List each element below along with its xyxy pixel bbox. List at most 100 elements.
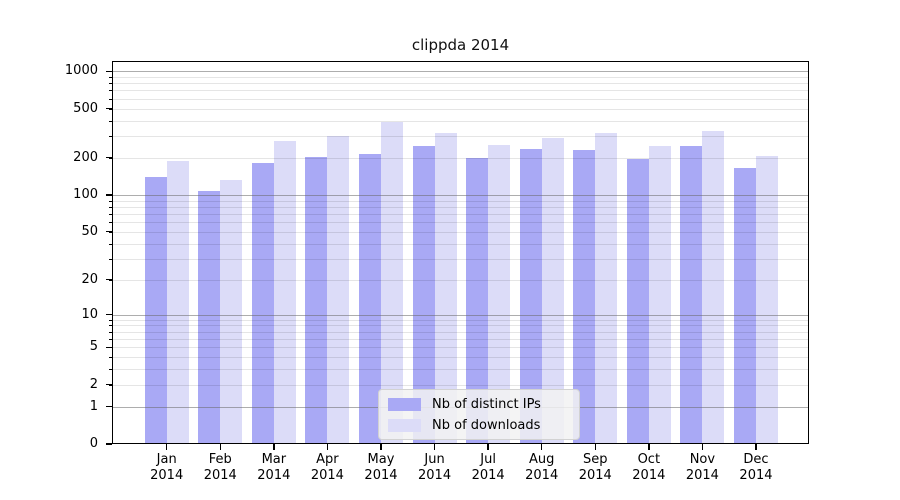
- bar-ips-nov: [680, 146, 703, 444]
- x-tick-label: 2014: [525, 468, 559, 483]
- y-minor-tick-mark: [108, 279, 112, 281]
- bar-downloads-jan: [166, 160, 189, 444]
- gridline-20: [112, 279, 809, 281]
- y-minor-tick-mark: [108, 214, 112, 215]
- gridline-10: [112, 314, 809, 316]
- bar-ips-oct: [626, 159, 649, 444]
- y-minor-tick-mark: [108, 319, 112, 321]
- x-tick-mark: [755, 444, 757, 450]
- bar-downloads-jun: [434, 132, 457, 444]
- gridline-100: [112, 195, 809, 196]
- bar-ips-sep: [573, 150, 596, 444]
- bar-ips-jan: [144, 176, 167, 444]
- y-minor-tick-mark: [108, 120, 112, 122]
- x-tick-label: Jan: [156, 452, 177, 467]
- legend-item-downloads: Nb of downloads: [388, 416, 570, 434]
- y-tick-mark: [105, 107, 112, 110]
- x-tick-label: Dec: [743, 452, 769, 467]
- y-tick-label-1000: 1000: [64, 63, 98, 79]
- gridline-70: [112, 214, 809, 215]
- bar-downloads-mar: [273, 141, 296, 444]
- y-minor-tick-mark: [108, 108, 112, 110]
- chart-title: clippda 2014: [411, 36, 510, 54]
- y-minor-tick-mark: [108, 90, 112, 92]
- y-minor-tick-mark: [108, 243, 112, 245]
- bar-downloads-aug: [541, 137, 564, 444]
- y-tick-label-0: 0: [89, 436, 98, 451]
- x-tick-mark: [487, 444, 489, 450]
- bar-downloads-may: [380, 121, 403, 444]
- gridline-300: [112, 136, 809, 137]
- gridline-50: [112, 231, 809, 233]
- gridline-900: [112, 76, 809, 78]
- y-tick-label-200: 200: [73, 149, 98, 165]
- gridline-2: [112, 384, 809, 386]
- x-tick-label: Nov: [689, 452, 716, 467]
- x-tick-label: 2014: [578, 468, 612, 483]
- y-minor-tick-mark: [108, 76, 112, 78]
- y-tick-label-2: 2: [89, 376, 98, 392]
- x-tick-mark: [273, 444, 275, 450]
- y-minor-tick-mark: [108, 157, 112, 159]
- x-tick-mark: [326, 444, 329, 450]
- x-tick-label: 2014: [685, 468, 719, 483]
- gridline-80: [112, 206, 809, 208]
- x-tick-label: May: [367, 452, 395, 467]
- y-minor-tick-mark: [108, 357, 112, 359]
- bar-ips-dec: [733, 167, 756, 444]
- x-tick-label: Feb: [208, 452, 232, 467]
- bar-ips-aug: [519, 149, 542, 444]
- x-tick-mark: [701, 444, 704, 450]
- y-minor-tick-mark: [108, 200, 112, 202]
- y-minor-tick-mark: [108, 339, 112, 340]
- legend-swatch-downloads-icon: [388, 418, 421, 432]
- y-minor-tick-mark: [108, 98, 112, 100]
- bar-downloads-sep: [595, 133, 618, 444]
- gridline-9: [112, 319, 809, 321]
- y-minor-tick-mark: [108, 258, 112, 260]
- x-tick-label: Oct: [637, 452, 661, 467]
- gridline-400: [112, 120, 809, 122]
- bar-downloads-apr: [327, 136, 350, 444]
- x-tick-label: Apr: [316, 452, 339, 467]
- gridline-90: [112, 200, 809, 202]
- bar-ips-jul: [466, 157, 489, 444]
- x-tick-label: 2014: [471, 468, 505, 483]
- gridline-40: [112, 243, 809, 245]
- x-tick-label: Aug: [528, 452, 555, 467]
- x-tick-mark: [380, 444, 382, 450]
- y-tick-mark: [105, 194, 112, 196]
- y-tick-label-100: 100: [73, 187, 98, 202]
- gridline-8: [112, 325, 809, 327]
- x-tick-mark: [166, 444, 168, 450]
- y-minor-tick-mark: [108, 347, 112, 349]
- gridline-30: [112, 258, 809, 260]
- gridline-3: [112, 369, 809, 371]
- x-tick-label: 2014: [418, 468, 452, 483]
- x-tick-label: 2014: [310, 468, 344, 483]
- y-tick-mark: [105, 313, 112, 316]
- y-tick-label-5: 5: [89, 339, 98, 355]
- x-tick-mark: [594, 444, 596, 450]
- gridline-1000: [112, 71, 809, 73]
- y-minor-tick-mark: [108, 384, 112, 386]
- gridline-200: [112, 157, 809, 159]
- bar-ips-jun: [412, 145, 435, 444]
- gridline-5: [112, 347, 809, 349]
- x-tick-label: 2014: [257, 468, 291, 483]
- x-tick-label: 2014: [364, 468, 398, 483]
- y-tick-label-10: 10: [81, 306, 98, 322]
- bar-downloads-dec: [755, 155, 778, 444]
- y-tick-label-50: 50: [81, 223, 98, 239]
- x-tick-mark: [219, 444, 221, 450]
- x-tick-label: 2014: [150, 468, 184, 483]
- x-tick-label: Jun: [424, 452, 445, 467]
- x-tick-mark: [540, 444, 543, 450]
- legend: Nb of distinct IPs Nb of downloads: [378, 389, 580, 440]
- y-minor-tick-mark: [108, 325, 112, 327]
- x-tick-mark: [433, 444, 436, 450]
- y-tick-mark: [105, 70, 112, 72]
- y-minor-tick-mark: [108, 231, 112, 233]
- bar-downloads-jul: [488, 145, 511, 444]
